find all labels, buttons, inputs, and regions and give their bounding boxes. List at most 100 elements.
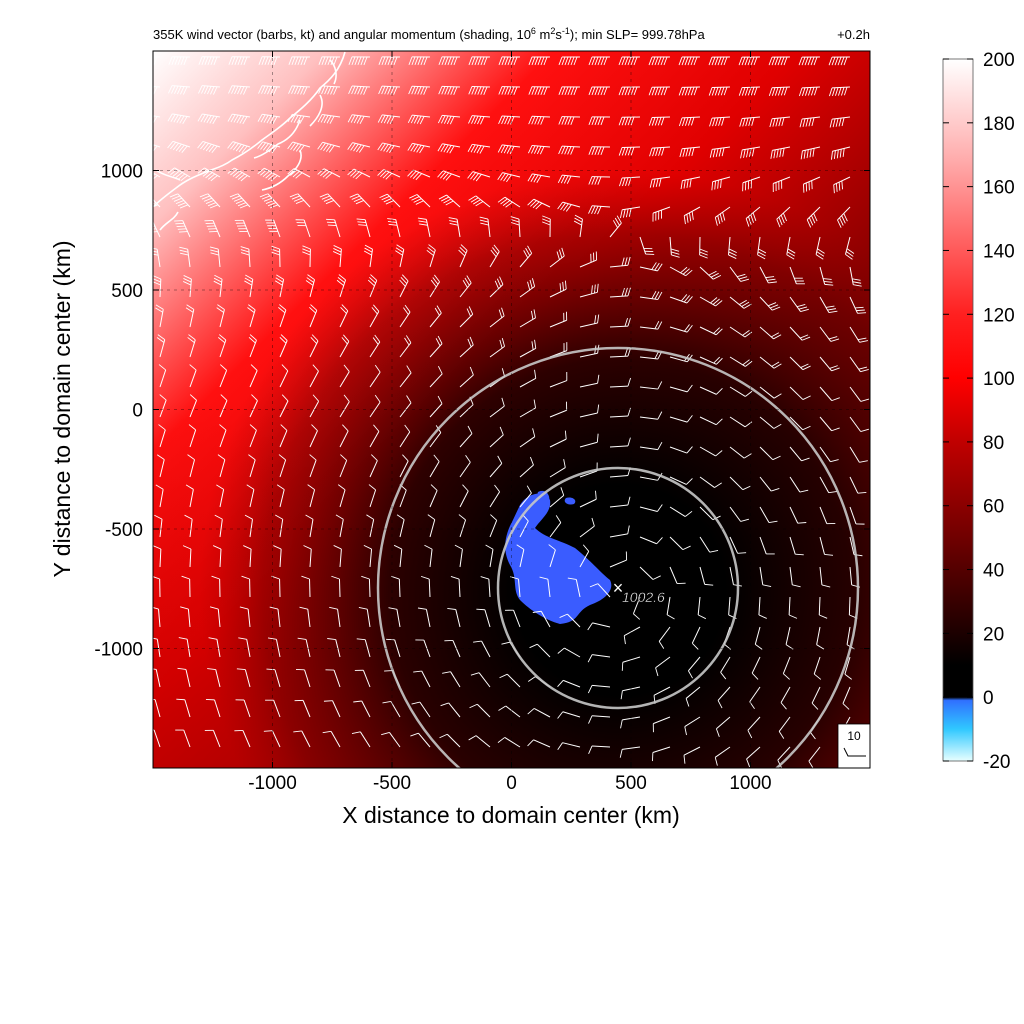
wind-barb <box>287 141 311 153</box>
wind-barb <box>323 700 341 718</box>
wind-barb <box>516 544 525 568</box>
wind-barb <box>275 514 284 538</box>
wind-barb <box>217 334 227 358</box>
wind-barb <box>399 424 411 448</box>
wind-barb <box>185 304 195 328</box>
wind-barb <box>739 116 761 127</box>
wind-barb <box>729 446 752 459</box>
wind-barb <box>459 366 474 388</box>
wind-barb <box>699 386 723 395</box>
wind-barb <box>155 304 164 328</box>
wind-barb <box>213 274 223 298</box>
wind-barb <box>639 321 663 330</box>
wind-barb <box>808 746 821 768</box>
wind-barb <box>381 731 401 748</box>
wind-barb <box>227 113 251 125</box>
wind-barb <box>257 167 281 182</box>
y-tick-label: -500 <box>105 520 143 541</box>
wind-barb <box>768 56 791 66</box>
wind-barb <box>699 266 722 280</box>
chart-title: 355K wind vector (barbs, kt) and angular… <box>153 26 870 42</box>
wind-barb <box>369 424 380 448</box>
wind-barb <box>228 56 251 66</box>
wind-barb <box>799 116 821 128</box>
wind-barb <box>669 506 693 517</box>
wind-barb <box>849 506 865 525</box>
wind-barb <box>527 739 551 748</box>
wind-barb <box>579 517 595 538</box>
wind-barb <box>241 575 251 598</box>
wind-barb <box>759 326 782 340</box>
wind-barb <box>175 729 191 748</box>
wind-barb <box>758 596 767 619</box>
wind-barb <box>209 246 221 268</box>
wind-barb <box>669 415 693 423</box>
wind-barb <box>558 116 581 125</box>
wind-barbs <box>153 56 870 768</box>
x-tick-label: 0 <box>506 773 517 794</box>
wind-barb <box>399 304 411 328</box>
wind-barb <box>429 274 440 298</box>
wind-barb <box>818 596 828 619</box>
wind-barb <box>440 702 461 718</box>
wind-barb <box>476 608 491 628</box>
colorbar-tick-label: 80 <box>983 433 1004 454</box>
wind-barb <box>497 172 521 183</box>
wind-barb <box>789 446 810 462</box>
wind-barb <box>167 113 191 125</box>
wind-barb <box>549 311 568 328</box>
wind-barb <box>289 193 311 208</box>
wind-barb <box>276 484 285 508</box>
wind-barb <box>302 245 311 268</box>
wind-barb <box>153 607 161 628</box>
wind-barb <box>849 266 862 287</box>
wind-barb <box>358 607 371 628</box>
wind-barb <box>669 566 686 585</box>
wind-barb <box>588 205 611 215</box>
wind-barb <box>155 484 164 508</box>
wind-barb <box>849 326 869 343</box>
wind-barb <box>759 506 778 524</box>
wind-barb <box>399 365 412 388</box>
wind-barb <box>819 536 834 556</box>
wind-barb <box>528 86 551 96</box>
heatmap-core-shading <box>153 51 870 768</box>
wind-barb <box>297 637 311 658</box>
wind-barb <box>489 276 504 298</box>
wind-barb <box>699 476 722 488</box>
wind-barb <box>197 167 221 182</box>
colorbar-tick-label: 120 <box>983 305 1015 326</box>
wind-barb <box>711 176 731 191</box>
wind-barb <box>639 262 663 272</box>
wind-barb <box>204 729 221 748</box>
wind-barb <box>579 374 600 388</box>
title-part: 2 <box>550 26 555 36</box>
title-part: 6 <box>531 26 536 36</box>
wind-barb <box>168 85 191 95</box>
wind-barb <box>386 638 401 658</box>
wind-barb <box>489 244 500 268</box>
negative-momentum-blob <box>536 490 550 506</box>
wind-barb <box>699 536 719 553</box>
wind-barb <box>187 334 196 358</box>
wind-barb <box>588 176 611 185</box>
wind-barb <box>588 715 611 724</box>
wind-barb <box>339 304 349 328</box>
wind-barb <box>639 236 655 255</box>
wind-barb <box>347 114 371 124</box>
wind-barb <box>369 304 380 328</box>
center-slp-label: 1002.6 <box>622 589 665 605</box>
range-circle-outer <box>376 346 860 768</box>
wind-barb <box>588 116 611 126</box>
wind-barb <box>177 667 191 688</box>
wind-barb <box>209 606 221 628</box>
wind-barb <box>468 735 491 748</box>
wind-barb <box>618 146 641 156</box>
wind-barb <box>519 369 537 388</box>
wind-barb <box>813 656 822 680</box>
wind-barb <box>579 544 590 568</box>
title-part: ); min SLP= 999.78hPa <box>570 27 706 42</box>
wind-barb <box>844 656 852 680</box>
wind-barb <box>429 454 440 478</box>
